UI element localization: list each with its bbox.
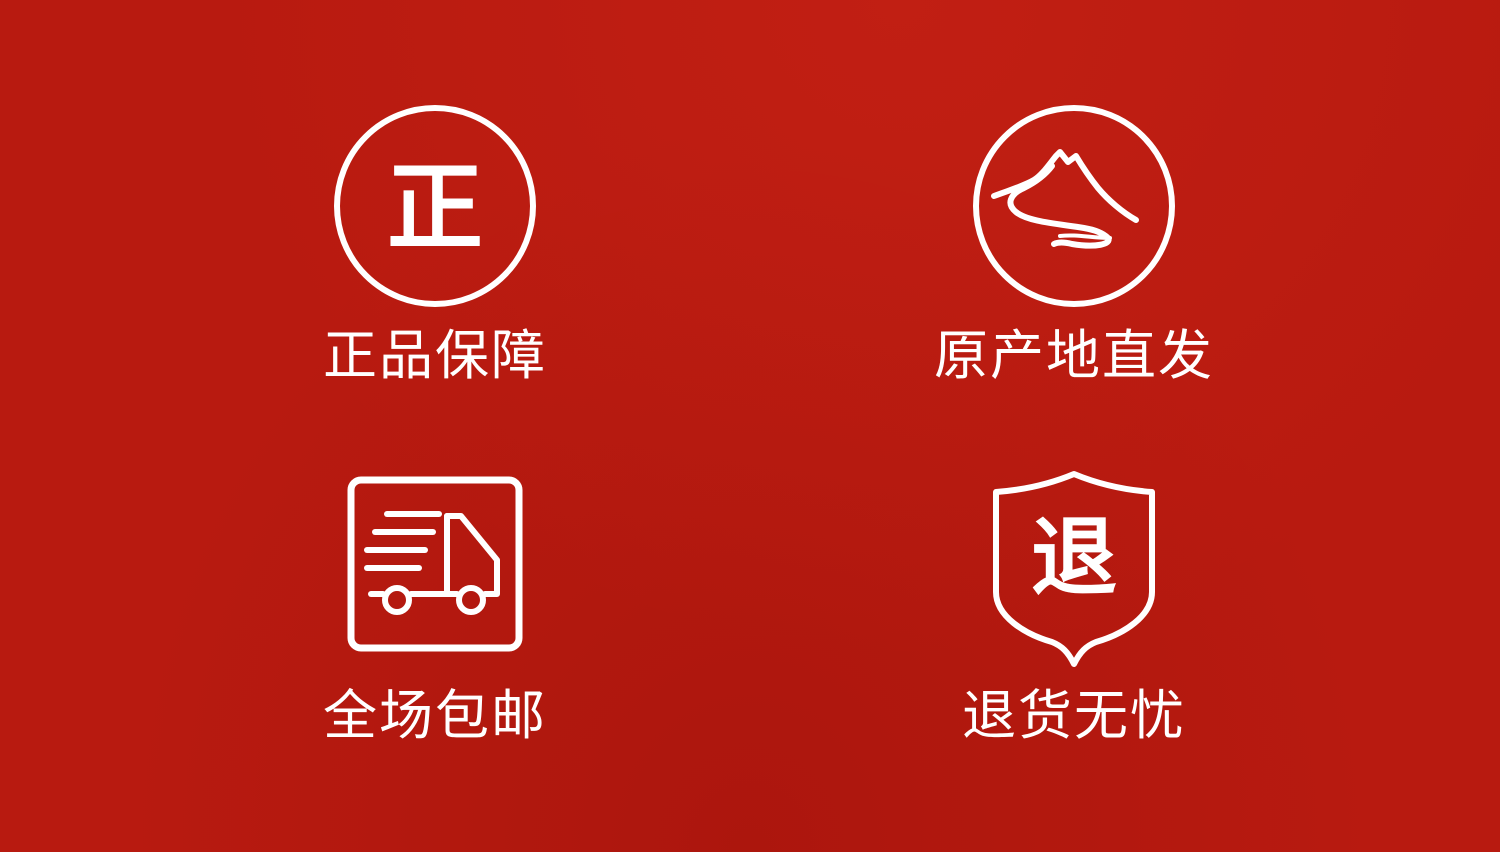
mountain-icon: [972, 104, 1176, 308]
feature-worry-free-returns: 退 退货无忧: [874, 470, 1274, 746]
authentic-seal-icon: 正: [333, 104, 537, 308]
feature-label-shipping: 全场包邮: [323, 684, 547, 747]
feature-authentic-guarantee: 正 正品保障: [235, 104, 635, 386]
feature-label-returns: 退货无忧: [962, 684, 1186, 747]
return-shield-icon: 退: [990, 470, 1158, 668]
feature-origin-direct: 原产地直发: [874, 104, 1274, 386]
feature-free-shipping: 全场包邮: [235, 476, 635, 746]
delivery-truck-icon: [347, 476, 523, 652]
return-shield-glyph: 退: [1031, 508, 1117, 608]
feature-label-authentic: 正品保障: [323, 324, 547, 387]
feature-label-origin: 原产地直发: [934, 324, 1214, 387]
authentic-seal-glyph: 正: [387, 152, 483, 264]
